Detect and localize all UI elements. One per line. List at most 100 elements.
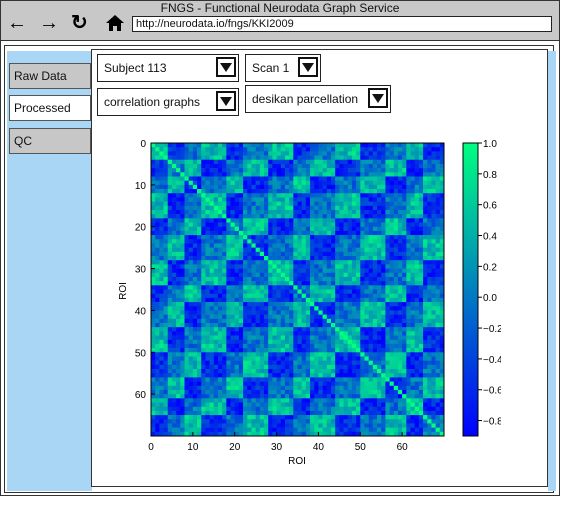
heatmap-cell [192,352,198,357]
heatmap-cell [259,147,265,152]
graph-type-select[interactable]: correlation graphs [97,88,239,116]
heatmap-cell [276,402,282,407]
heatmap-cell [356,197,361,202]
heatmap-cell [151,276,156,282]
heatmap-cell [289,235,294,240]
heatmap-cell [217,268,223,274]
heatmap-cell [238,364,244,370]
tab-qc[interactable]: QC [9,128,91,154]
heatmap-cell [251,163,256,169]
heatmap-cell [402,322,407,328]
heatmap-cell [368,377,374,382]
heatmap-cell [427,168,432,173]
heatmap-cell [356,327,361,332]
forward-arrow-icon[interactable]: → [39,12,59,34]
dropdown-arrow-icon[interactable] [298,57,318,77]
heatmap-cell [364,356,369,361]
subject-select[interactable]: Subject 113 [97,54,239,82]
heatmap-cell [435,356,441,361]
heatmap-cell [188,147,194,152]
heatmap-cell [255,364,261,370]
heatmap-cell [297,410,302,416]
heatmap-cell [226,310,231,315]
heatmap-cell [251,268,256,274]
heatmap-cell [226,369,231,374]
heatmap-cell [322,327,328,332]
back-arrow-icon[interactable]: ← [7,12,27,34]
heatmap-cell [276,268,282,274]
heatmap-cell [360,327,365,332]
heatmap-cell [389,251,395,257]
dropdown-arrow-icon[interactable] [368,88,388,108]
parcellation-select[interactable]: desikan parcellation [245,85,391,113]
heatmap-cell [377,373,382,378]
heatmap-cell [372,327,378,332]
heatmap-cell [335,369,340,374]
heatmap-cell [347,251,353,257]
dropdown-arrow-icon[interactable] [216,57,236,77]
dropdown-arrow-icon[interactable] [216,91,236,111]
heatmap-cell [167,272,173,278]
heatmap-cell [230,159,236,165]
heatmap-cell [297,289,302,294]
heatmap-cell [268,147,273,152]
heatmap-cell [423,314,428,320]
heatmap-cell [418,209,424,215]
heatmap-cell [197,293,202,299]
heatmap-cell [385,364,390,370]
heatmap-cell [393,197,399,202]
heatmap-cell [293,235,298,240]
heatmap-cell [159,197,164,202]
heatmap-cell [397,360,403,366]
heatmap-cell [222,314,227,320]
heatmap-cell [439,264,445,269]
heatmap-cell [402,163,407,169]
heatmap-cell [310,143,315,148]
heatmap-cell [368,302,374,307]
heatmap-cell [423,264,428,269]
home-icon[interactable] [105,14,125,36]
heatmap-cell [151,427,156,433]
heatmap-cell [385,222,390,228]
heatmap-cell [230,331,236,336]
address-bar[interactable]: http://neurodata.io/fngs/KKI2009 [132,16,552,32]
heatmap-cell [234,327,240,332]
tab-raw-data[interactable]: Raw Data [9,63,91,89]
heatmap-cell [297,398,302,403]
heatmap-cell [289,281,294,286]
heatmap-cell [414,335,420,341]
heatmap-cell [322,356,328,361]
heatmap-cell [377,369,382,374]
heatmap-cell [180,343,185,349]
heatmap-cell [171,201,177,207]
heatmap-cell [418,276,424,282]
heatmap-cell [301,272,307,278]
heatmap-cell [188,168,194,173]
scan-select[interactable]: Scan 1 [245,54,321,82]
heatmap-cell [289,222,294,228]
heatmap-cell [284,163,290,169]
heatmap-cell [431,268,436,274]
heatmap-cell [234,143,240,148]
heatmap-cell [201,276,206,282]
heatmap-cell [351,176,357,181]
heatmap-cell [435,339,441,345]
heatmap-cell [217,218,223,223]
heatmap-cell [201,193,206,198]
heatmap-cell [293,348,298,353]
tab-processed[interactable]: Processed [9,95,91,121]
heatmap-cell [234,415,240,420]
heatmap-cell [360,143,365,148]
heatmap-cell [167,268,173,274]
heatmap-cell [243,373,248,378]
heatmap-cell [393,276,399,282]
reload-icon[interactable]: ↻ [71,12,88,34]
heatmap-cell [439,327,445,332]
heatmap-cell [217,247,223,253]
heatmap-cell [268,423,273,428]
heatmap-cell [397,189,403,194]
heatmap-cell [280,335,286,341]
heatmap-cell [335,176,340,181]
heatmap-cell [385,151,390,156]
heatmap-cell [314,297,319,303]
